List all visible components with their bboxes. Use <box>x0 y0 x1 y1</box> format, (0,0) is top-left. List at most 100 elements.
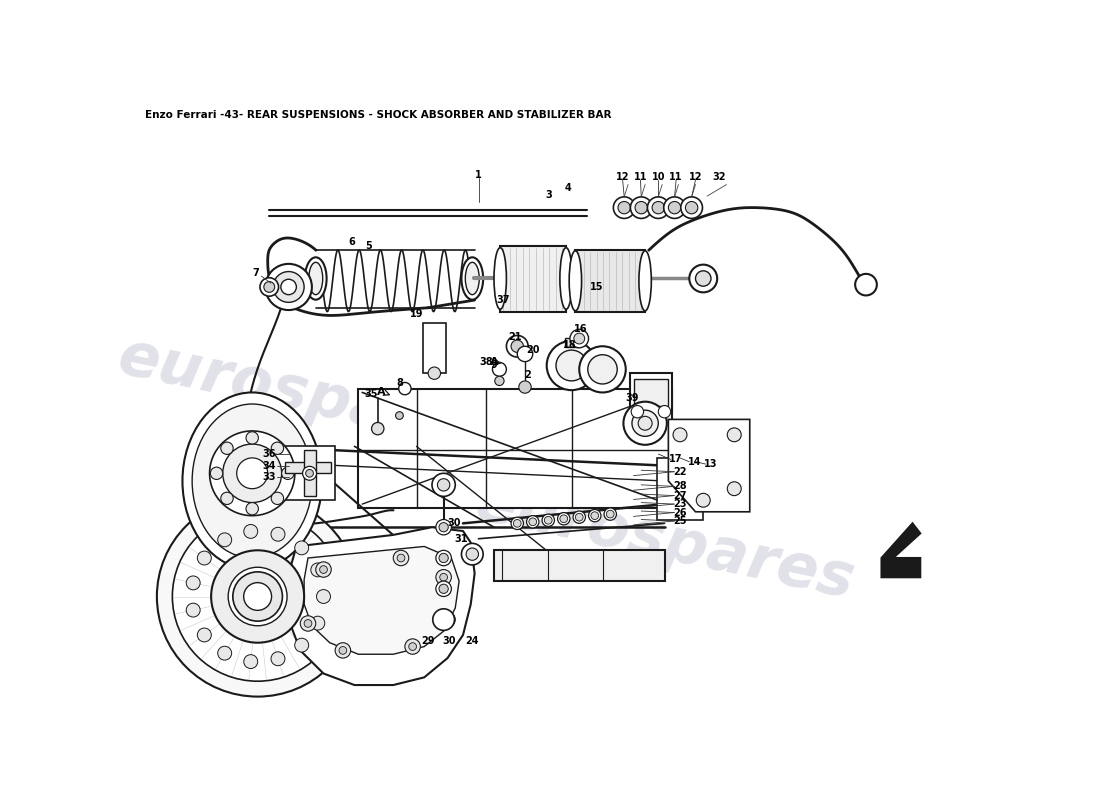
Circle shape <box>265 264 312 310</box>
Text: 14: 14 <box>688 457 702 466</box>
Circle shape <box>436 519 451 535</box>
Circle shape <box>695 270 711 286</box>
Ellipse shape <box>192 404 312 558</box>
Circle shape <box>439 554 449 562</box>
Circle shape <box>436 550 451 566</box>
Circle shape <box>211 550 304 642</box>
Circle shape <box>311 563 324 577</box>
Circle shape <box>228 567 287 626</box>
Ellipse shape <box>639 250 651 311</box>
Circle shape <box>669 202 681 214</box>
Circle shape <box>372 422 384 435</box>
Circle shape <box>397 554 405 562</box>
Text: 38: 38 <box>480 358 493 367</box>
Text: 13: 13 <box>704 459 717 469</box>
Text: 30: 30 <box>442 636 455 646</box>
Circle shape <box>542 514 554 526</box>
Circle shape <box>514 519 521 527</box>
Circle shape <box>587 354 617 384</box>
Ellipse shape <box>560 248 572 310</box>
Circle shape <box>855 274 877 295</box>
Circle shape <box>495 376 504 386</box>
Ellipse shape <box>494 248 506 310</box>
Circle shape <box>157 496 359 697</box>
Circle shape <box>443 616 451 623</box>
Circle shape <box>439 522 449 532</box>
Circle shape <box>696 494 711 507</box>
Circle shape <box>727 428 741 442</box>
Circle shape <box>186 603 200 617</box>
Circle shape <box>638 416 652 430</box>
Text: Enzo Ferrari -43- REAR SUSPENSIONS - SHOCK ABSORBER AND STABILIZER BAR: Enzo Ferrari -43- REAR SUSPENSIONS - SHO… <box>145 110 612 120</box>
Circle shape <box>244 582 272 610</box>
Circle shape <box>604 508 616 520</box>
Circle shape <box>648 197 669 218</box>
Circle shape <box>316 562 331 578</box>
Text: 36: 36 <box>263 449 276 459</box>
Circle shape <box>558 513 570 525</box>
Circle shape <box>690 265 717 292</box>
Circle shape <box>606 510 614 518</box>
Circle shape <box>673 428 688 442</box>
Bar <box>280 446 336 500</box>
Circle shape <box>271 652 285 666</box>
Ellipse shape <box>462 258 483 300</box>
Circle shape <box>624 402 667 445</box>
Circle shape <box>398 382 411 394</box>
Circle shape <box>580 346 626 393</box>
Circle shape <box>272 492 284 505</box>
Circle shape <box>440 574 448 581</box>
Text: 11: 11 <box>670 172 683 182</box>
Text: 12: 12 <box>689 172 702 182</box>
Text: eurospares: eurospares <box>113 327 503 466</box>
Circle shape <box>439 584 449 594</box>
Circle shape <box>588 510 601 522</box>
Text: 16: 16 <box>574 324 587 334</box>
Polygon shape <box>881 523 921 578</box>
Bar <box>565 338 578 347</box>
Circle shape <box>173 512 343 682</box>
Circle shape <box>652 202 664 214</box>
Circle shape <box>527 516 539 528</box>
Circle shape <box>394 550 409 566</box>
Text: 2: 2 <box>524 370 530 380</box>
Circle shape <box>320 566 328 574</box>
Circle shape <box>574 333 585 344</box>
Text: 26: 26 <box>673 507 686 518</box>
Circle shape <box>519 381 531 394</box>
Circle shape <box>295 541 309 554</box>
Text: 35: 35 <box>365 389 378 399</box>
Circle shape <box>544 517 552 524</box>
Text: 31: 31 <box>454 534 469 544</box>
Bar <box>500 246 566 311</box>
Circle shape <box>517 346 532 362</box>
Circle shape <box>272 442 284 454</box>
Circle shape <box>210 467 222 479</box>
Text: 39: 39 <box>625 393 639 403</box>
Circle shape <box>618 202 630 214</box>
Ellipse shape <box>309 262 322 294</box>
Text: 29: 29 <box>421 636 434 646</box>
Circle shape <box>304 620 312 627</box>
Ellipse shape <box>305 258 327 300</box>
Circle shape <box>432 609 454 630</box>
Circle shape <box>436 570 451 585</box>
Text: 33: 33 <box>263 472 276 482</box>
Circle shape <box>336 642 351 658</box>
Text: 9: 9 <box>491 361 497 370</box>
Circle shape <box>197 628 211 642</box>
Text: 30: 30 <box>447 518 461 528</box>
Circle shape <box>432 474 455 496</box>
Circle shape <box>560 515 568 522</box>
Circle shape <box>556 350 587 381</box>
Polygon shape <box>669 419 750 512</box>
Circle shape <box>221 442 233 454</box>
Circle shape <box>409 642 417 650</box>
Text: 27: 27 <box>673 490 686 501</box>
Circle shape <box>311 616 324 630</box>
Circle shape <box>685 202 697 214</box>
Circle shape <box>466 548 478 560</box>
Circle shape <box>512 340 524 353</box>
Circle shape <box>295 638 309 652</box>
Circle shape <box>218 646 232 660</box>
